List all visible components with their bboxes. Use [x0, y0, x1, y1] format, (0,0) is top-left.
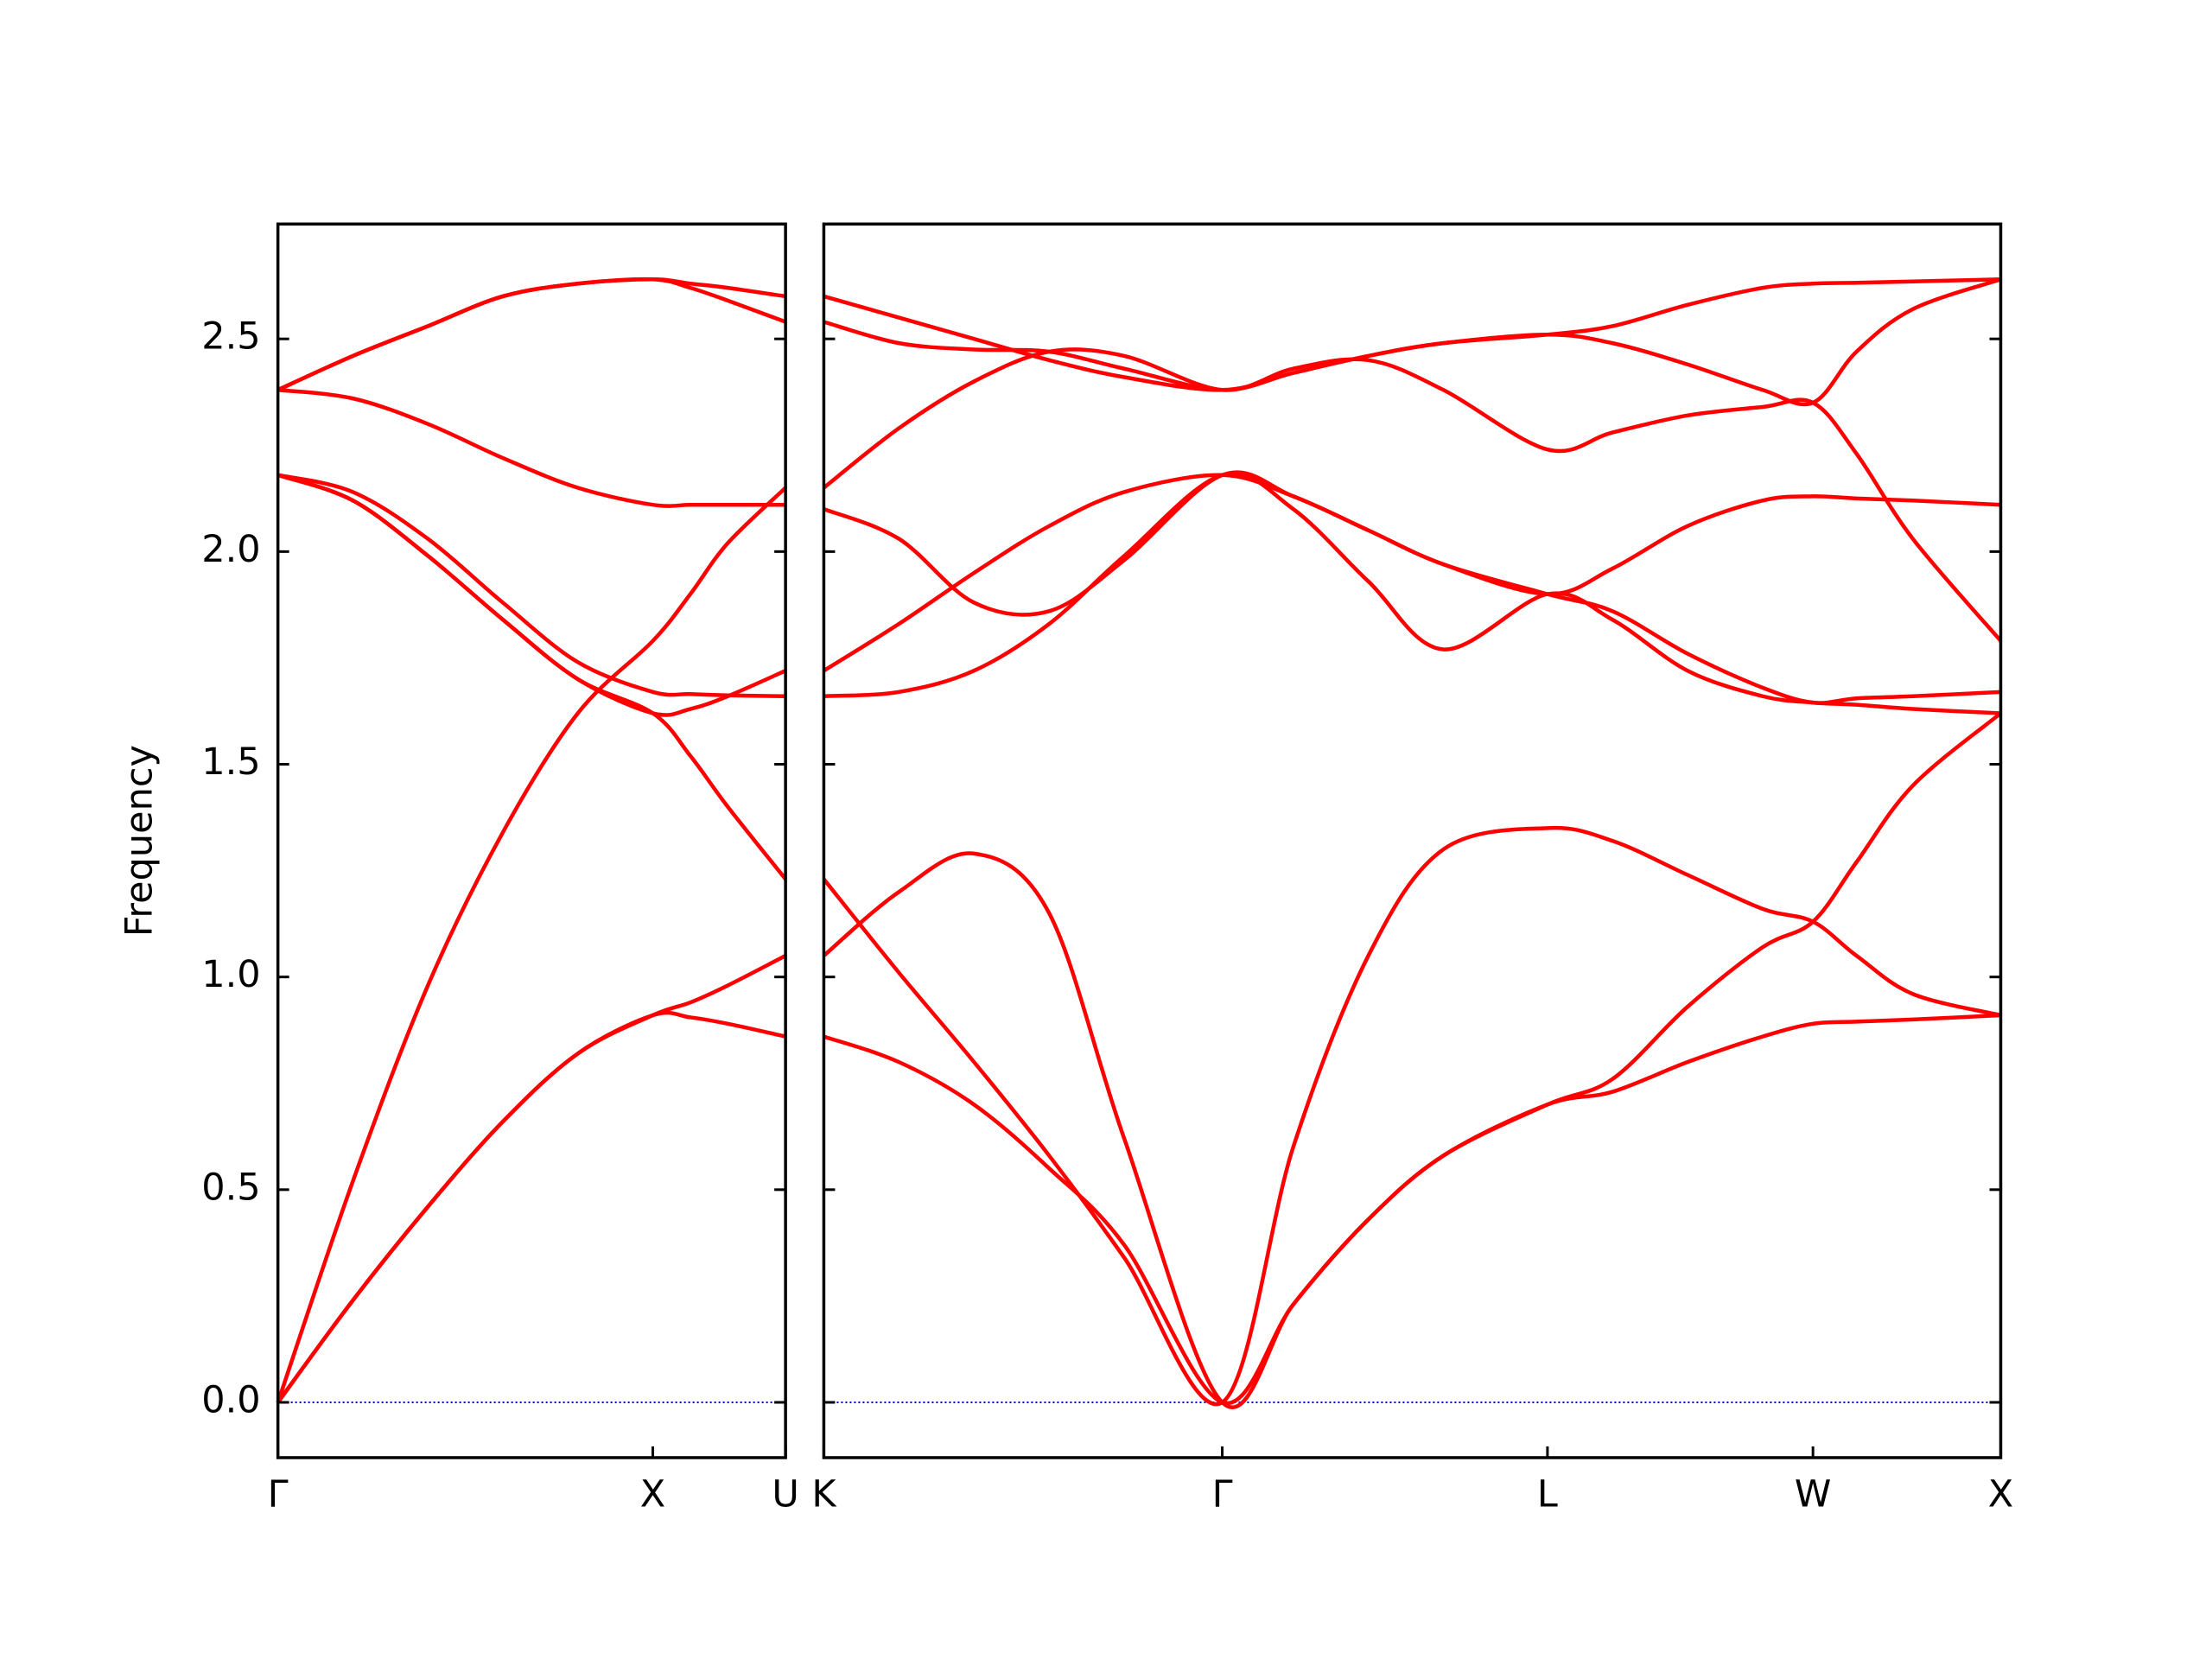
y-tick-label: 1.0 [201, 953, 260, 996]
band-line [823, 277, 2001, 392]
band-line [276, 486, 787, 1403]
band-line [823, 347, 2003, 643]
band-line [822, 711, 2002, 1409]
band-line [823, 1013, 2001, 1406]
band-line [276, 473, 787, 717]
band-line [277, 388, 786, 508]
x-tick-label: Γ [1212, 1472, 1233, 1516]
axes-frame [276, 222, 787, 1459]
x-tick-label: W [1795, 1472, 1832, 1516]
y-tick-label: 0.0 [201, 1378, 260, 1421]
band-line [277, 473, 786, 698]
band-line [823, 473, 2001, 705]
y-tick-label: 2.0 [201, 528, 260, 571]
y-tick-label: 1.5 [201, 741, 260, 784]
x-tick-label: X [1988, 1472, 2013, 1516]
y-tick-label: 0.5 [201, 1166, 260, 1209]
band-line [276, 954, 787, 1404]
band-line [822, 825, 2002, 1407]
y-axis-label: Frequency [118, 745, 162, 937]
x-tick-label: Γ [268, 1472, 289, 1516]
x-tick-label: X [640, 1472, 665, 1516]
band-line [276, 1010, 786, 1404]
x-tick-label: K [811, 1472, 837, 1516]
axes-frame [822, 222, 2003, 1459]
band-line [823, 277, 2002, 407]
band-line [276, 276, 786, 392]
x-tick-label: U [772, 1472, 798, 1516]
y-tick-label: 2.5 [201, 315, 260, 359]
band-line [276, 473, 787, 880]
x-tick-label: L [1537, 1472, 1558, 1516]
band-line [823, 471, 2001, 715]
band-line [823, 470, 2001, 617]
